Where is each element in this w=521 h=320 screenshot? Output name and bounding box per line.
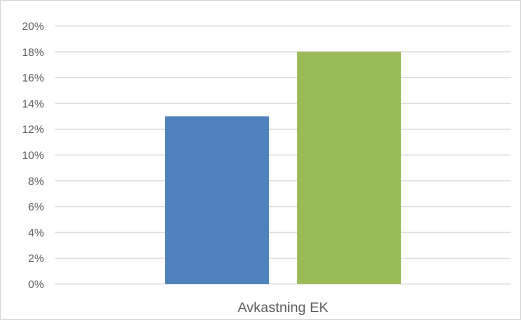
y-tick-label: 14% [22,98,44,110]
x-axis-category-labels: Avkastning EK [238,299,329,315]
gridlines [55,25,511,285]
y-tick-label: 4% [28,227,44,239]
y-tick-label: 0% [28,279,44,291]
y-tick-label: 12% [22,124,44,136]
y-tick-label: 10% [22,150,44,162]
y-tick-label: 18% [22,47,44,59]
y-tick-label: 6% [28,202,44,214]
bar-series-1 [165,116,269,284]
x-category-label: Avkastning EK [238,299,329,315]
y-tick-label: 16% [22,73,44,85]
bar-series-2 [297,51,401,284]
bars [165,51,401,284]
y-axis-tick-labels: 0% 2% 4% 6% 8% 10% 12% 14% 16% 18% 20% [22,21,44,291]
y-tick-label: 20% [22,21,44,33]
y-tick-label: 2% [28,253,44,265]
y-tick-label: 8% [28,176,44,188]
